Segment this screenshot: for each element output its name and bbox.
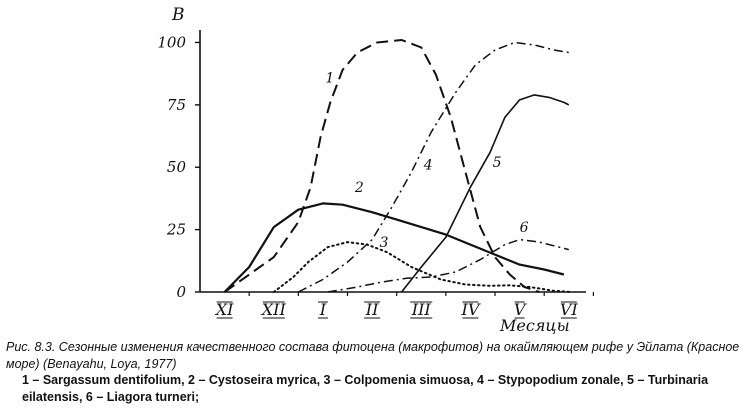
series-line-1	[224, 39, 540, 293]
caption-legend: 1 – Sargassum dentifolium, 2 – Cystoseir…	[22, 373, 709, 404]
x-tick-label: XI	[214, 300, 234, 319]
y-axis-label: B	[171, 5, 185, 25]
series-label-5: 5	[493, 155, 502, 171]
series-lines	[223, 39, 573, 293]
y-tick-label: 75	[167, 96, 186, 114]
series-label-4: 4	[423, 158, 433, 174]
y-tick-label: 0	[176, 283, 186, 301]
figure-caption: Рис. 8.3. Сезонные изменения качественно…	[6, 339, 740, 405]
y-tick-label: 100	[157, 33, 186, 51]
x-tick-label: I	[319, 300, 327, 319]
series-label-1: 1	[325, 70, 334, 86]
series-line-3	[272, 241, 573, 293]
x-ticks: XI XII I II III IV V VI	[214, 292, 594, 319]
series-label-6: 6	[520, 220, 529, 236]
series-labels: 1 2 3 4 5 6	[325, 70, 528, 251]
series-line-4	[297, 41, 569, 293]
series-line-2	[223, 202, 565, 293]
x-tick-label: XII	[260, 300, 287, 319]
y-tick-label: 25	[166, 221, 186, 239]
y-ticks: 0 25 50 75 100	[157, 33, 200, 301]
series-label-2: 2	[354, 180, 364, 196]
x-axis-label: Месяцы	[499, 316, 570, 335]
x-tick-label: VI	[560, 300, 579, 319]
series-label-3: 3	[379, 235, 388, 251]
caption-text: Рис. 8.3. Сезонные изменения качественно…	[6, 340, 740, 371]
x-tick-label: III	[411, 300, 432, 319]
series-line-5	[400, 94, 570, 293]
x-tick-label: II	[365, 300, 379, 319]
y-tick-label: 50	[167, 158, 187, 176]
x-tick-label: V	[514, 300, 527, 319]
axes	[199, 30, 586, 293]
x-tick-label: IV	[461, 300, 481, 319]
